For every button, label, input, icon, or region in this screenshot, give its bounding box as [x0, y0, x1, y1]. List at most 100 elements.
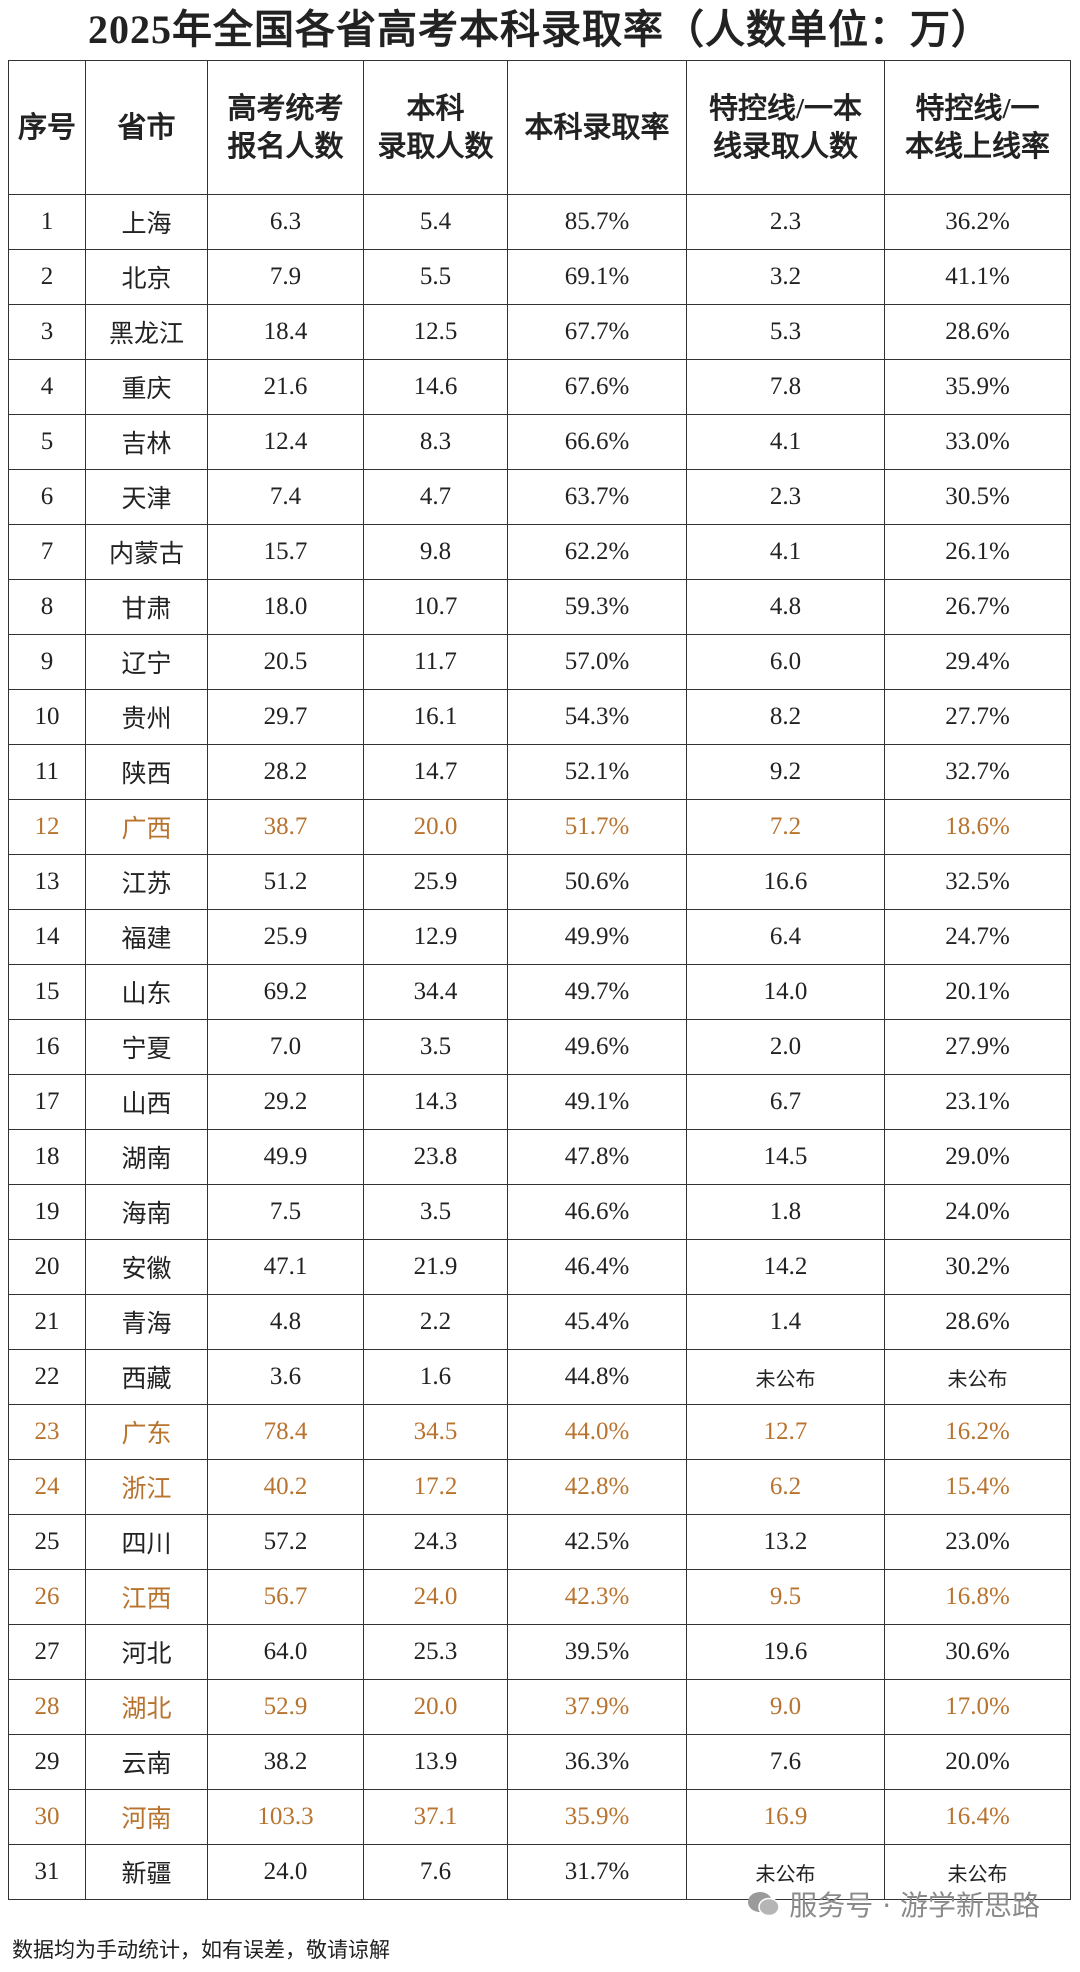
- table-cell: 49.9%: [507, 909, 687, 965]
- table-cell: 69.1%: [507, 249, 687, 305]
- table-cell: 1.4: [686, 1294, 885, 1350]
- table-cell: 30: [8, 1789, 86, 1845]
- table-cell: 18: [8, 1129, 86, 1185]
- table-cell: 12.4: [207, 414, 364, 470]
- table-cell: 天津: [85, 469, 208, 525]
- table-cell: 贵州: [85, 689, 208, 745]
- table-cell: 5.3: [686, 304, 885, 360]
- watermark-text: 服务号 · 游学新思路: [789, 1889, 1040, 1922]
- header-line: 录取人数: [377, 130, 494, 163]
- table-cell: 4: [8, 359, 86, 415]
- table-cell: 42.5%: [507, 1514, 687, 1570]
- table-row: 3 黑龙江 18.4 12.5 67.7% 5.3 28.6%: [8, 304, 1071, 360]
- table-cell: 6.7: [686, 1074, 885, 1130]
- table-cell: 38.2: [207, 1734, 364, 1790]
- table-cell: 62.2%: [507, 524, 687, 580]
- table-cell: 26: [8, 1569, 86, 1625]
- table-cell: 37.9%: [507, 1679, 687, 1735]
- header-line: 线录取人数: [712, 130, 858, 163]
- table-cell: 7: [8, 524, 86, 580]
- header-line: 序号: [17, 111, 76, 144]
- table-cell: 12.9: [363, 909, 508, 965]
- table-cell: 49.1%: [507, 1074, 687, 1130]
- table-cell: 52.1%: [507, 744, 687, 800]
- table-cell: 16.4%: [884, 1789, 1071, 1845]
- table-cell: 49.6%: [507, 1019, 687, 1075]
- header-cell: 高考统考 报名人数: [207, 60, 364, 195]
- table-cell: 24.3: [363, 1514, 508, 1570]
- wechat-icon: [748, 1892, 781, 1917]
- table-body: 1 上海 6.3 5.4 85.7% 2.3 36.2% 2 北京 7.9 5.5 69.1% 3.2 4…: [8, 194, 1071, 1900]
- table-cell: 青海: [85, 1294, 208, 1350]
- table-cell: 41.1%: [884, 249, 1071, 305]
- table-cell: 29.4%: [884, 634, 1071, 690]
- table-cell: 57.2: [207, 1514, 364, 1570]
- table-cell: 9: [8, 634, 86, 690]
- table-cell: 25: [8, 1514, 86, 1570]
- table-row: 11 陕西 28.2 14.7 52.1% 9.2 32.7%: [8, 744, 1071, 800]
- table-cell: 35.9%: [884, 359, 1071, 415]
- table-cell: 1.8: [686, 1184, 885, 1240]
- table-row: 22 西藏 3.6 1.6 44.8% 未公布 未公布: [8, 1349, 1071, 1405]
- table-cell: 37.1: [363, 1789, 508, 1845]
- table-cell: 2.3: [686, 194, 885, 250]
- table-row: 24 浙江 40.2 17.2 42.8% 6.2 15.4%: [8, 1459, 1071, 1515]
- table-cell: 西藏: [85, 1349, 208, 1405]
- table-cell: 14.7: [363, 744, 508, 800]
- table-cell: 16.9: [686, 1789, 885, 1845]
- title: 2025年全国各省高考本科录取率（人数单位：万）: [88, 7, 992, 52]
- table-cell: 32.5%: [884, 854, 1071, 910]
- table-cell: 安徽: [85, 1239, 208, 1295]
- table-cell: 47.8%: [507, 1129, 687, 1185]
- table-cell: 黑龙江: [85, 304, 208, 360]
- table-cell: 103.3: [207, 1789, 364, 1845]
- table-row: 26 江西 56.7 24.0 42.3% 9.5 16.8%: [8, 1569, 1071, 1625]
- table-cell: 14.6: [363, 359, 508, 415]
- table-cell: 44.8%: [507, 1349, 687, 1405]
- table-cell: 海南: [85, 1184, 208, 1240]
- table-cell: 未公布: [686, 1349, 885, 1405]
- table-row: 29 云南 38.2 13.9 36.3% 7.6 20.0%: [8, 1734, 1071, 1790]
- table-cell: 30.2%: [884, 1239, 1071, 1295]
- table-cell: 甘肃: [85, 579, 208, 635]
- table-cell: 7.9: [207, 249, 364, 305]
- table-cell: 上海: [85, 194, 208, 250]
- table-cell: 15: [8, 964, 86, 1020]
- table-cell: 51.2: [207, 854, 364, 910]
- table-cell: 35.9%: [507, 1789, 687, 1845]
- table-cell: 4.1: [686, 524, 885, 580]
- header-row: 序号 省市 高考统考 报名人数 本科 录取人数 本科录取率 特控线/一本 线录取人数 特控线/一本…: [8, 60, 1071, 195]
- table-row: 23 广东 78.4 34.5 44.0% 12.7 16.2%: [8, 1404, 1071, 1460]
- table-cell: 27: [8, 1624, 86, 1680]
- table-cell: 36.2%: [884, 194, 1071, 250]
- table-cell: 15.7: [207, 524, 364, 580]
- header-line: 特控线/一: [915, 92, 1040, 125]
- table-cell: 7.8: [686, 359, 885, 415]
- table-cell: 63.7%: [507, 469, 687, 525]
- header-cell: 特控线/一本线上线率: [884, 60, 1071, 195]
- table-cell: 25.3: [363, 1624, 508, 1680]
- table-cell: 1: [8, 194, 86, 250]
- table-cell: 19.6: [686, 1624, 885, 1680]
- table-cell: 未公布: [884, 1844, 1071, 1900]
- table-cell: 21.9: [363, 1239, 508, 1295]
- table-cell: 5.4: [363, 194, 508, 250]
- table-cell: 34.4: [363, 964, 508, 1020]
- header-line: 本线上线率: [904, 130, 1050, 163]
- table-cell: 1.6: [363, 1349, 508, 1405]
- header-cell: 序号: [8, 60, 86, 195]
- table-row: 15 山东 69.2 34.4 49.7% 14.0 20.1%: [8, 964, 1071, 1020]
- table-cell: 4.7: [363, 469, 508, 525]
- table-cell: 38.7: [207, 799, 364, 855]
- table-cell: 14.0: [686, 964, 885, 1020]
- table-row: 6 天津 7.4 4.7 63.7% 2.3 30.5%: [8, 469, 1071, 525]
- table-cell: 广西: [85, 799, 208, 855]
- table-row: 5 吉林 12.4 8.3 66.6% 4.1 33.0%: [8, 414, 1071, 470]
- table-cell: 10: [8, 689, 86, 745]
- table-cell: 7.6: [363, 1844, 508, 1900]
- table-cell: 20.0: [363, 1679, 508, 1735]
- table-cell: 30.5%: [884, 469, 1071, 525]
- table-cell: 湖南: [85, 1129, 208, 1185]
- table-cell: 42.8%: [507, 1459, 687, 1515]
- table-cell: 21: [8, 1294, 86, 1350]
